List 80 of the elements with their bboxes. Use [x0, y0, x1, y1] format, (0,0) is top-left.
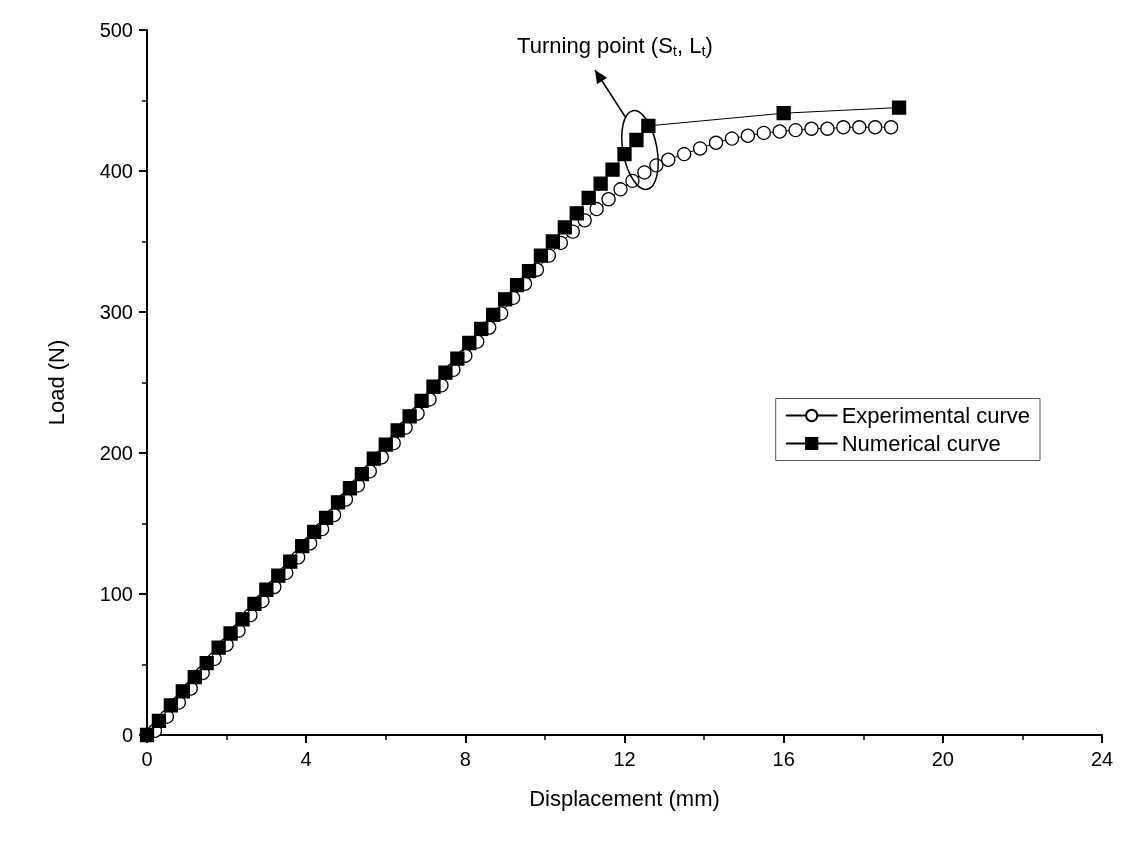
point	[772, 124, 787, 139]
point	[474, 321, 489, 337]
point	[450, 351, 465, 366]
point	[868, 120, 883, 135]
point	[776, 106, 791, 121]
point	[569, 206, 584, 221]
point	[637, 165, 652, 180]
point	[724, 131, 740, 146]
x-tick-label: 8	[459, 748, 471, 770]
point	[601, 192, 616, 207]
y-tick-label: 100	[99, 583, 133, 605]
point	[235, 612, 250, 627]
point	[605, 162, 620, 177]
point	[187, 670, 202, 685]
point	[677, 146, 692, 162]
point	[306, 524, 322, 540]
point	[259, 582, 274, 597]
point	[521, 263, 537, 279]
point	[175, 684, 190, 699]
point	[199, 655, 214, 671]
y-tick-label: 400	[99, 160, 133, 182]
point	[756, 125, 771, 141]
point	[402, 409, 417, 424]
point	[330, 495, 346, 510]
point	[641, 118, 656, 134]
point	[151, 713, 167, 729]
point	[462, 335, 477, 351]
point	[414, 393, 429, 408]
point	[891, 100, 907, 115]
point	[509, 278, 525, 293]
point	[295, 538, 310, 554]
x-tick-label: 24	[1090, 748, 1114, 770]
point	[629, 132, 644, 148]
point	[486, 307, 501, 322]
point	[613, 182, 628, 197]
point	[318, 510, 334, 526]
point	[692, 141, 708, 156]
point	[708, 135, 724, 150]
point	[211, 640, 226, 655]
point	[593, 176, 608, 191]
point	[804, 121, 819, 136]
x-axis-title: Displacement (mm)	[529, 785, 720, 811]
point	[581, 190, 596, 205]
point	[557, 220, 572, 235]
point	[366, 451, 381, 466]
point	[589, 201, 604, 217]
point	[852, 120, 867, 135]
point	[283, 554, 298, 569]
point	[740, 128, 755, 143]
point	[533, 248, 549, 263]
point	[788, 122, 803, 138]
point	[247, 596, 262, 612]
x-tick-label: 4	[300, 748, 312, 770]
y-tick-label: 200	[99, 442, 133, 464]
point	[820, 121, 835, 136]
point	[223, 626, 238, 641]
y-tick-label: 500	[99, 19, 133, 41]
point	[271, 568, 286, 583]
legend-label: Experimental curve	[841, 403, 1031, 428]
x-tick-label: 16	[772, 748, 795, 770]
x-tick-label: 12	[613, 748, 636, 770]
point	[390, 423, 405, 438]
y-axis-title: Load (N)	[43, 339, 69, 426]
y-tick-label: 300	[99, 301, 133, 323]
point	[342, 481, 358, 496]
point	[545, 234, 561, 249]
point	[617, 146, 632, 162]
y-tick-label: 0	[121, 724, 133, 746]
point	[426, 379, 441, 394]
x-tick-label: 20	[931, 748, 954, 770]
point	[836, 120, 851, 135]
point	[378, 437, 393, 452]
x-tick-label: 0	[141, 748, 153, 770]
point	[438, 365, 453, 380]
point	[883, 120, 899, 135]
point	[661, 152, 676, 167]
point	[163, 698, 179, 713]
point	[354, 467, 370, 482]
point	[497, 292, 513, 307]
legend-label: Numerical curve	[841, 431, 1001, 456]
